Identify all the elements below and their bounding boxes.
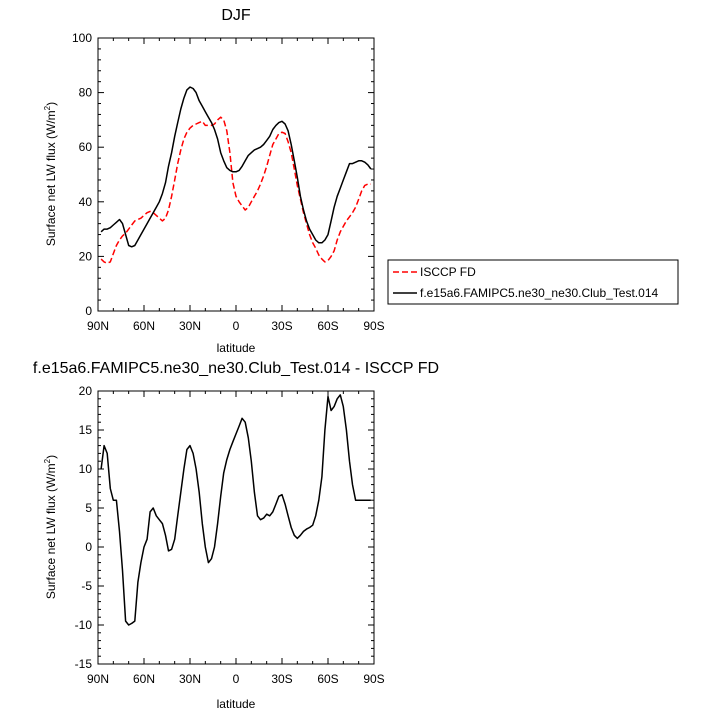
bottom-y-tick-label: 10: [79, 462, 93, 476]
bottom-y-tick-label: -15: [75, 657, 93, 671]
bottom-y-ticks: -15 -10 -5 0 5 10 15 20: [75, 384, 374, 671]
bottom-y-tick-label: -5: [81, 579, 92, 593]
bottom-series-group: [100, 394, 371, 626]
top-y-axis-label-main: Surface net LW flux (W/m: [44, 110, 58, 246]
top-panel: DJF 90N 60N 30N 0 30S 60S 90S 0 20 40 60 80 100 lat…: [43, 7, 679, 355]
series-line-isccp: [100, 116, 371, 264]
top-y-axis-label: Surface net LW flux (W/m2): [43, 102, 58, 246]
bottom-x-tick-label: 60S: [317, 672, 338, 686]
top-series-group: [100, 86, 372, 264]
legend-box: [387, 259, 679, 305]
top-y-tick-label: 100: [72, 31, 92, 45]
top-y-ticks: 0 20 40 60 80 100: [72, 31, 374, 318]
bottom-y-axis-label-main: Surface net LW flux (W/m: [44, 463, 58, 599]
top-x-tick-label: 0: [233, 319, 240, 333]
bottom-y-axis-label: Surface net LW flux (W/m2): [43, 455, 58, 599]
top-y-tick-label: 60: [79, 140, 93, 154]
bottom-panel: f.e15a6.FAMIPC5.ne30_ne30.Club_Test.014 …: [33, 360, 439, 711]
bottom-panel-title: f.e15a6.FAMIPC5.ne30_ne30.Club_Test.014 …: [33, 360, 439, 377]
bottom-x-tick-label: 90S: [363, 672, 384, 686]
top-y-tick-label: 80: [79, 86, 93, 100]
bottom-x-tick-label: 60N: [133, 672, 155, 686]
top-y-axis-label-close: ): [44, 102, 58, 106]
bottom-x-tick-label: 90N: [87, 672, 109, 686]
bottom-x-ticks: 90N 60N 30N 0 30S 60S 90S: [87, 391, 385, 686]
bottom-y-axis-label-close: ): [44, 455, 58, 459]
legend-entry-model: f.e15a6.FAMIPC5.ne30_ne30.Club_Test.014: [420, 286, 658, 300]
bottom-y-tick-label: 0: [85, 540, 92, 554]
top-y-tick-label: 20: [79, 249, 93, 263]
top-y-axis-label-sup: 2: [43, 105, 52, 110]
bottom-y-tick-label: 15: [79, 423, 93, 437]
top-legend: ISCCP FD f.e15a6.FAMIPC5.ne30_ne30.Club_…: [387, 259, 679, 305]
top-panel-title: DJF: [221, 7, 251, 24]
bottom-x-tick-label: 30N: [179, 672, 201, 686]
bottom-y-axis-label-sup: 2: [43, 458, 52, 463]
series-line-difference: [100, 394, 371, 626]
top-x-tick-label: 30S: [271, 319, 292, 333]
top-plot-frame: [97, 37, 375, 312]
bottom-x-axis-label: latitude: [217, 697, 256, 711]
top-x-axis-label: latitude: [217, 341, 256, 355]
top-x-ticks: 90N 60N 30N 0 30S 60S 90S: [87, 38, 385, 333]
top-y-tick-label: 0: [85, 304, 92, 318]
bottom-x-tick-label: 0: [233, 672, 240, 686]
top-x-tick-label: 90N: [87, 319, 109, 333]
bottom-y-tick-label: 5: [85, 501, 92, 515]
series-line-model: [100, 86, 372, 248]
top-y-tick-label: 40: [79, 195, 93, 209]
bottom-y-tick-label: 20: [79, 384, 93, 398]
bottom-y-tick-label: -10: [75, 618, 93, 632]
top-x-tick-label: 90S: [363, 319, 384, 333]
top-x-tick-label: 60N: [133, 319, 155, 333]
top-x-tick-label: 60S: [317, 319, 338, 333]
legend-entry-isccp: ISCCP FD: [420, 265, 476, 279]
bottom-x-tick-label: 30S: [271, 672, 292, 686]
top-x-tick-label: 30N: [179, 319, 201, 333]
